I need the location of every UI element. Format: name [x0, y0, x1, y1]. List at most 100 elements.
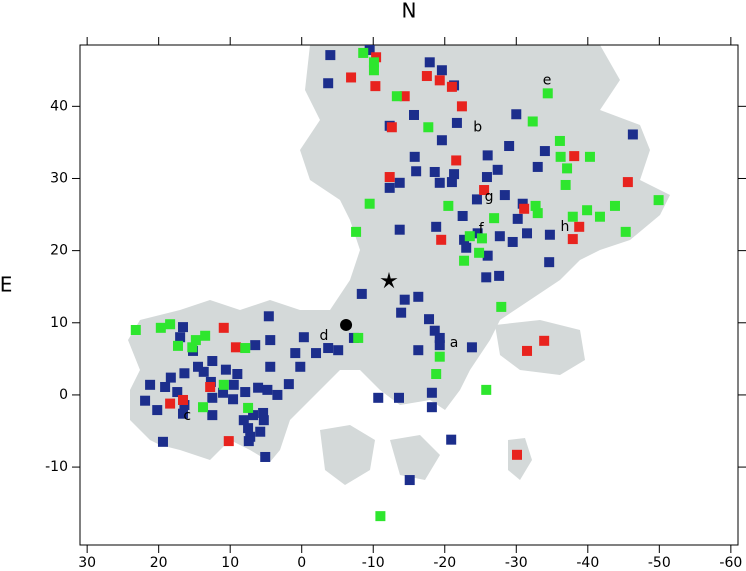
land-east-island: [495, 320, 585, 375]
data-point: [260, 451, 271, 462]
data-point: [172, 340, 183, 351]
data-point: [205, 381, 216, 392]
y-tick-label: 40: [50, 98, 68, 114]
data-point: [325, 50, 336, 61]
y-tick-label: 30: [50, 170, 68, 186]
data-point: [384, 182, 395, 193]
data-point: [653, 195, 664, 206]
x-tick-label: 10: [221, 555, 239, 571]
data-point: [218, 379, 229, 390]
annotation: c: [183, 408, 191, 424]
data-point: [567, 211, 578, 222]
data-point: [232, 369, 243, 380]
data-point: [449, 169, 460, 180]
data-point: [451, 117, 462, 128]
data-point: [384, 172, 395, 183]
x-tick-label: -20: [433, 555, 456, 571]
data-point: [461, 242, 472, 253]
data-point: [179, 368, 190, 379]
x-tick-label: 0: [297, 555, 306, 571]
data-point: [243, 423, 254, 434]
data-point: [353, 332, 364, 343]
data-point: [187, 342, 198, 353]
data-point: [262, 384, 273, 395]
data-point: [179, 400, 190, 411]
x-tick-label: 20: [150, 555, 168, 571]
data-point: [423, 122, 434, 133]
data-point: [198, 366, 209, 377]
data-point: [507, 236, 518, 247]
data-point: [207, 392, 218, 403]
data-point: [157, 436, 168, 447]
data-point: [431, 369, 442, 380]
data-point: [145, 379, 156, 390]
data-point: [265, 361, 276, 372]
annotation: g: [485, 189, 494, 205]
data-point: [426, 387, 437, 398]
data-point: [464, 231, 475, 242]
data-point: [248, 410, 259, 421]
data-point: [627, 129, 638, 140]
data-point: [496, 301, 507, 312]
data-point: [375, 511, 386, 522]
data-point: [574, 221, 585, 232]
data-point: [511, 449, 522, 460]
data-point: [446, 177, 457, 188]
data-point: [351, 226, 362, 237]
annotation: e: [543, 72, 552, 88]
data-point: [562, 163, 573, 174]
data-point: [391, 91, 402, 102]
data-point: [482, 250, 493, 261]
data-point: [220, 364, 231, 375]
annotation: h: [560, 219, 569, 235]
land-main: [128, 45, 670, 462]
data-point: [494, 270, 505, 281]
data-point: [238, 415, 249, 426]
data-point: [228, 394, 239, 405]
x-tick-label: -10: [362, 555, 385, 571]
data-point: [172, 387, 183, 398]
data-point: [298, 332, 309, 343]
data-point: [492, 164, 503, 175]
data-point: [424, 314, 435, 325]
land-south-patch: [390, 435, 440, 480]
data-point: [243, 436, 254, 447]
data-point: [413, 345, 424, 356]
plot-frame: [79, 44, 739, 546]
land-south-patch: [320, 425, 375, 485]
star-marker: [380, 271, 398, 289]
data-point: [544, 229, 555, 240]
data-point: [272, 389, 283, 400]
data-point: [555, 151, 566, 162]
data-point: [228, 379, 239, 390]
data-point: [539, 146, 550, 157]
data-point: [152, 405, 163, 416]
data-point: [409, 109, 420, 120]
data-point: [358, 47, 369, 58]
data-point: [165, 319, 176, 330]
data-point: [456, 101, 467, 112]
data-point: [255, 426, 266, 437]
data-point: [177, 408, 188, 419]
data-point: [421, 71, 432, 82]
data-point: [434, 332, 445, 343]
x-tick-label: -50: [648, 555, 671, 571]
data-point: [253, 382, 264, 393]
annotation: b: [473, 119, 482, 135]
data-point: [459, 234, 470, 245]
data-point: [479, 185, 490, 196]
data-point: [499, 190, 510, 201]
data-point: [364, 45, 375, 56]
data-point: [544, 257, 555, 268]
data-point: [584, 151, 595, 162]
data-point: [223, 436, 234, 447]
data-point: [399, 294, 410, 305]
annotation: d: [319, 328, 328, 344]
data-point: [368, 57, 379, 68]
data-point: [207, 356, 218, 367]
data-point: [436, 234, 447, 245]
data-point: [283, 379, 294, 390]
data-point: [394, 177, 405, 188]
data-point: [542, 88, 553, 99]
data-point: [426, 402, 437, 413]
